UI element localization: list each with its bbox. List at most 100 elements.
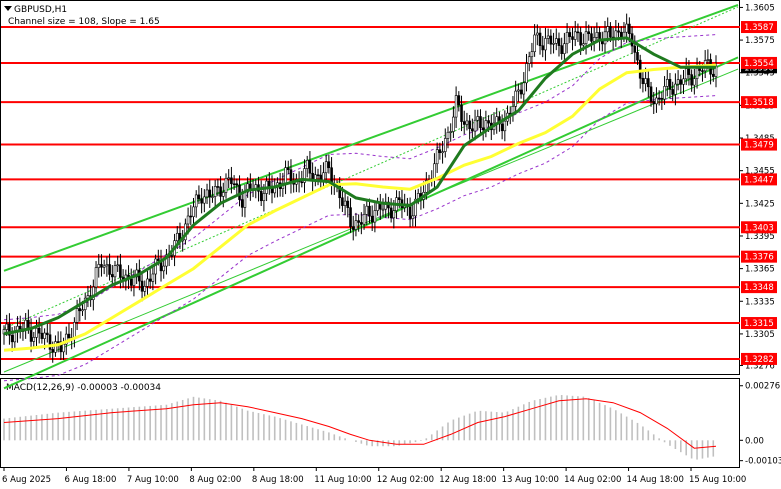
candle-body-96 xyxy=(262,193,266,202)
candle-body-256 xyxy=(695,68,699,79)
candle-body-196 xyxy=(533,34,536,53)
level-tag-0 xyxy=(741,21,777,34)
candle-body-117 xyxy=(319,174,323,181)
level-label-8: 1.3315 xyxy=(744,319,774,329)
price-tick-label-9: 1.3335 xyxy=(745,297,775,307)
candle-body-70 xyxy=(192,206,195,217)
candle-body-203 xyxy=(552,43,555,45)
candle-body-128 xyxy=(349,207,352,227)
price-tick-label-6: 1.3425 xyxy=(745,199,775,209)
candle-body-56 xyxy=(154,258,157,275)
candle-body-43 xyxy=(119,264,122,278)
candle-body-104 xyxy=(284,167,287,184)
candle-body-15 xyxy=(43,332,46,339)
ma-slow-line xyxy=(3,63,717,352)
candle-body-211 xyxy=(573,31,577,40)
level-tag-4 xyxy=(741,173,777,186)
candle-body-262 xyxy=(711,73,715,77)
candle-body-177 xyxy=(481,127,485,131)
candle-body-133 xyxy=(362,214,366,225)
candle-body-81 xyxy=(221,192,225,197)
candle-body-175 xyxy=(476,116,480,121)
candle-body-238 xyxy=(647,78,650,88)
candle-body-143 xyxy=(389,207,393,219)
candle-body-134 xyxy=(365,205,369,215)
candle-body-190 xyxy=(517,89,520,92)
candle-body-193 xyxy=(525,63,528,84)
candle-body-210 xyxy=(571,36,574,40)
price-tick-label-0: 1.3605 xyxy=(745,3,775,13)
time-tick-label-2: 7 Aug 10:00 xyxy=(127,475,179,485)
candle-body-140 xyxy=(381,208,385,211)
candle-body-244 xyxy=(663,86,666,100)
candle-body-233 xyxy=(633,45,637,53)
level-tag-1 xyxy=(741,56,777,69)
candle-body-22 xyxy=(62,343,65,353)
candle-body-131 xyxy=(357,220,360,223)
time-tick-label-10: 14 Aug 18:00 xyxy=(627,475,684,485)
candle-body-216 xyxy=(587,31,591,35)
macd-tick-label-0: 0.00276 xyxy=(745,382,780,392)
candle-body-241 xyxy=(655,97,658,105)
candle-body-243 xyxy=(660,98,664,100)
candle-body-17 xyxy=(48,334,52,350)
channel-lower-line xyxy=(3,56,739,390)
time-tick-label-7: 12 Aug 18:00 xyxy=(439,475,496,485)
candle-body-185 xyxy=(503,120,507,132)
candle-body-8 xyxy=(24,319,27,330)
candle-body-162 xyxy=(441,151,444,154)
candle-body-2 xyxy=(8,323,11,336)
candle-body-166 xyxy=(452,116,455,132)
time-tick-label-8: 13 Aug 10:00 xyxy=(502,475,559,485)
candle-body-223 xyxy=(606,26,610,33)
candle-body-98 xyxy=(268,180,271,187)
candle-body-88 xyxy=(240,199,244,208)
candle-body-64 xyxy=(175,232,179,242)
candle-body-112 xyxy=(305,160,309,169)
candle-body-164 xyxy=(446,131,450,139)
candle-body-77 xyxy=(211,196,214,198)
candle-body-215 xyxy=(584,31,588,44)
candle-body-60 xyxy=(165,254,168,267)
level-tag-5 xyxy=(741,221,777,234)
candle-body-19 xyxy=(54,341,57,353)
symbol-dropdown-icon[interactable] xyxy=(4,6,12,11)
candle-body-160 xyxy=(435,149,439,165)
time-tick-label-4: 8 Aug 18:00 xyxy=(252,475,304,485)
candle-body-18 xyxy=(51,349,55,353)
candle-body-189 xyxy=(514,90,517,107)
channel-upper-line xyxy=(3,3,739,272)
candle-body-21 xyxy=(59,341,63,353)
candle-body-69 xyxy=(189,215,193,218)
candle-body-156 xyxy=(425,180,428,193)
candle-body-73 xyxy=(200,198,203,204)
candle-body-192 xyxy=(522,82,526,95)
candle-body-120 xyxy=(327,161,331,169)
candle-body-195 xyxy=(530,51,534,58)
candle-body-0 xyxy=(2,329,6,335)
candle-body-206 xyxy=(560,45,563,54)
candle-body-184 xyxy=(500,123,504,132)
candle-body-202 xyxy=(549,35,553,45)
candle-body-137 xyxy=(373,210,377,223)
candle-body-20 xyxy=(56,341,60,343)
price-tick-label-5: 1.3455 xyxy=(745,167,775,177)
candle-body-231 xyxy=(628,23,631,34)
macd-tick-label-1: 0.00 xyxy=(745,436,764,446)
candle-body-105 xyxy=(286,167,290,171)
candle-body-171 xyxy=(465,120,469,125)
candle-body-200 xyxy=(544,38,547,51)
time-tick-label-3: 8 Aug 02:00 xyxy=(189,475,241,485)
candle-body-222 xyxy=(603,31,607,45)
candle-body-250 xyxy=(679,79,683,85)
candle-body-234 xyxy=(636,52,639,61)
channel-info: Channel size = 108, Slope = 1.65 xyxy=(8,17,160,27)
candle-body-219 xyxy=(595,32,599,38)
candle-body-165 xyxy=(449,131,452,133)
symbol-title: GBPUSD,H1 xyxy=(14,5,67,15)
candle-body-9 xyxy=(27,319,30,329)
candle-body-30 xyxy=(83,297,87,310)
candle-body-16 xyxy=(46,332,49,336)
candle-body-208 xyxy=(565,32,569,45)
